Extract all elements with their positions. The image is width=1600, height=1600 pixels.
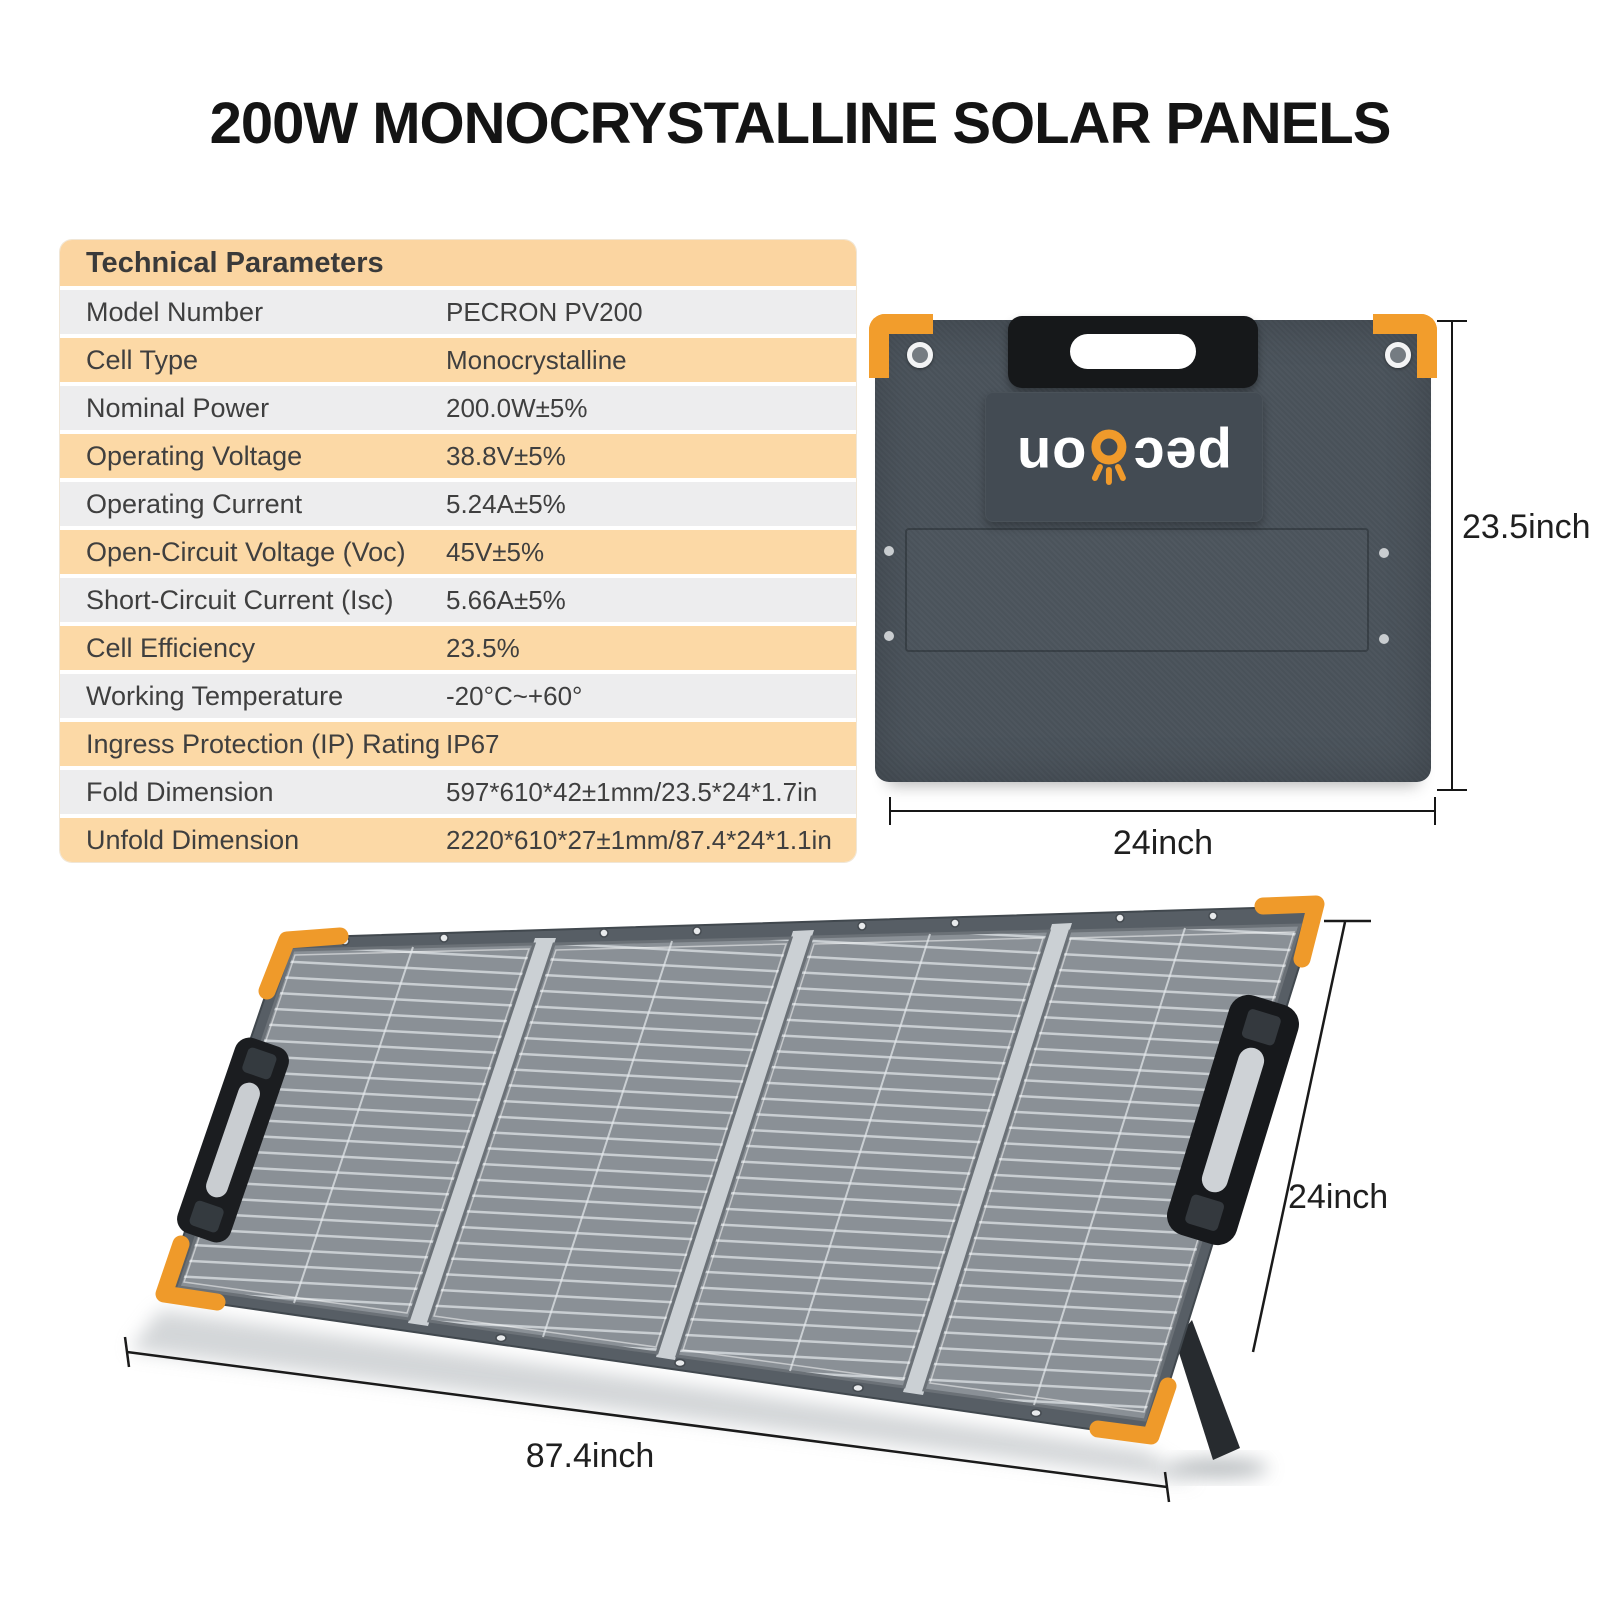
row-value: 200.0W±5% [446,392,588,423]
dimension-cap [889,797,891,825]
bag-front-pocket [905,528,1369,652]
cell-outlines [182,931,1296,1413]
row-label: Operating Current [86,488,303,519]
row-label: Model Number [86,296,264,327]
handle-slot-cutout [1070,334,1196,369]
kickstand-shadow [1168,1458,1268,1478]
unfolded-height-label: 24inch [1288,1178,1389,1216]
snap-stud [1379,548,1389,558]
row-value: 5.66A±5% [446,584,566,615]
pecron-logo-upside-down: pec on [1016,425,1232,490]
row-label: Unfold Dimension [86,824,300,855]
edge-grommets [340,911,1218,1418]
dimension-cap [1434,797,1436,825]
table-header: Technical Parameters [60,240,856,286]
row-label: Open-Circuit Voltage (Voc) [86,536,406,567]
table-row: Operating Current 5.24A±5% [60,482,856,526]
folded-width-label: 24inch [1112,824,1214,862]
row-label: Cell Efficiency [86,632,256,663]
table-row: Model Number PECRON PV200 [60,290,856,334]
table-row: Unfold Dimension 2220*610*27±1mm/87.4*24… [60,818,856,862]
table-row: Working Temperature -20°C~+60° [60,674,856,718]
table-row: Open-Circuit Voltage (Voc) 45V±5% [60,530,856,574]
table-row: Ingress Protection (IP) Rating IP67 [60,722,856,766]
row-label: Cell Type [86,344,199,375]
table-row: Fold Dimension 597*610*42±1mm/23.5*24*1.… [60,770,856,814]
row-value: 2220*610*27±1mm/87.4*24*1.1in [446,824,832,855]
dimension-cap [1437,320,1467,322]
table-row: Short-Circuit Current (Isc) 5.66A±5% [60,578,856,622]
row-value: IP67 [446,728,500,759]
row-value: Monocrystalline [446,344,627,375]
snap-stud [1379,634,1389,644]
dimension-line-horizontal [890,810,1436,812]
unfolded-dimension-lines [123,919,1371,1503]
row-label: Working Temperature [86,680,344,711]
row-value: 23.5% [446,632,520,663]
row-label: Ingress Protection (IP) Rating [86,728,441,759]
solar-sections [176,923,1303,1422]
row-value: 5.24A±5% [446,488,566,519]
table-row: Nominal Power 200.0W±5% [60,386,856,430]
cell-column-dividers [293,927,1186,1406]
right-handle [1167,994,1299,1246]
row-label: Operating Voltage [86,440,303,471]
row-value: 597*610*42±1mm/23.5*24*1.7in [446,776,818,807]
dimension-line-vertical [1451,321,1453,790]
table-row: Operating Voltage 38.8V±5% [60,434,856,478]
kickstand-leg [1175,1320,1240,1460]
unfolded-width-label: 87.4inch [525,1437,655,1475]
orange-corner-protector [869,314,933,378]
dimension-cap [1437,789,1467,791]
row-value: -20°C~+60° [446,680,583,711]
row-value: 38.8V±5% [446,440,566,471]
snap-stud [884,631,894,641]
sun-ray-icon [1091,429,1127,485]
table-row: Cell Efficiency 23.5% [60,626,856,670]
row-label: Nominal Power [86,392,270,423]
grommet-eyelet [907,342,933,368]
technical-parameters-table: Technical Parameters Model Number PECRON… [60,240,856,862]
row-value: PECRON PV200 [446,296,643,327]
row-value: 45V±5% [446,536,545,567]
folded-height-label: 23.5inch [1462,508,1591,546]
ground-shadow [130,1310,1195,1482]
row-label: Short-Circuit Current (Isc) [86,584,394,615]
orange-corner-protector [1373,314,1437,378]
brand-logo-patch: pec on [985,392,1263,522]
table-row: Cell Type Monocrystalline [60,338,856,382]
grommet-eyelet [1385,342,1411,368]
orange-corner-protectors [155,895,1325,1445]
page-title: 200W MONOCRYSTALLINE SOLAR PANELS [209,91,1392,156]
snap-stud [884,546,894,556]
row-label: Fold Dimension [86,776,274,807]
left-handle [177,1037,289,1243]
fold-hinges [408,923,1072,1395]
